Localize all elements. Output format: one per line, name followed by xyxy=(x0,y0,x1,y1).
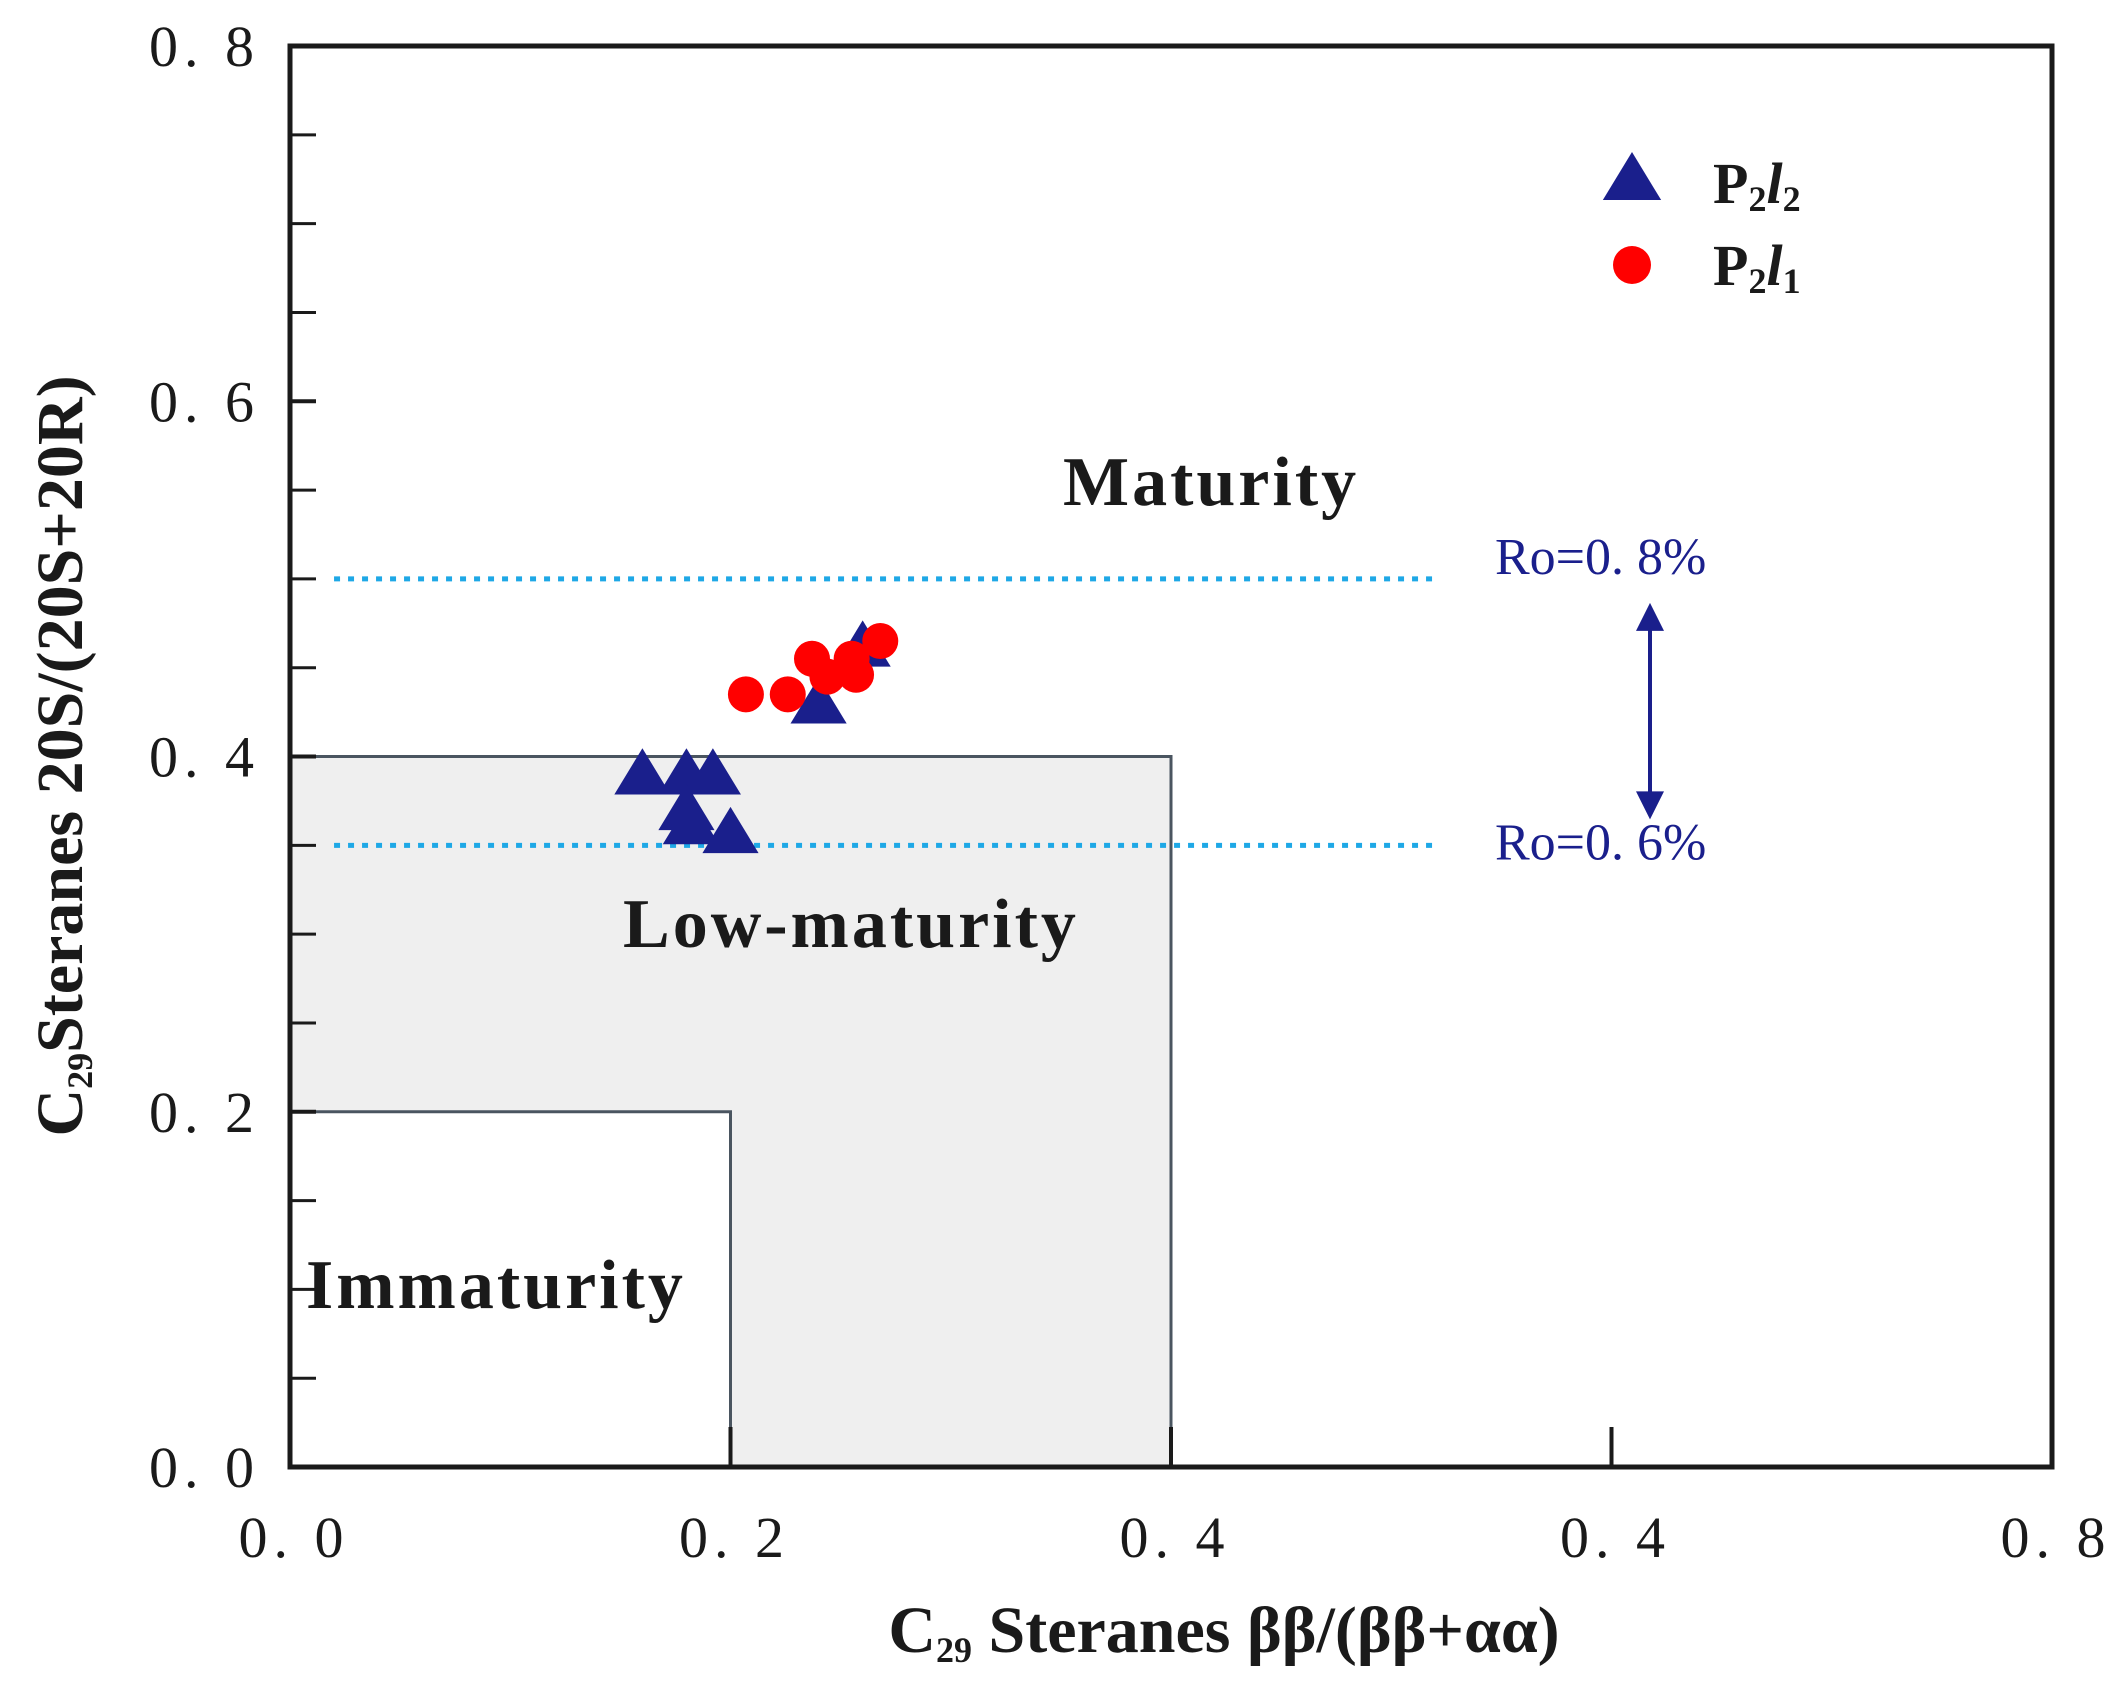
x-axis-title-main: C xyxy=(888,1594,936,1667)
legend-label-sub1: 2 xyxy=(1748,261,1766,301)
low-maturity-label: Low-maturity xyxy=(623,886,1079,963)
legend-label-main: P xyxy=(1713,151,1748,216)
legend-circle-marker xyxy=(1613,246,1651,284)
circle-point xyxy=(862,623,899,660)
legend-label-italic: l xyxy=(1766,233,1783,298)
triangle-point xyxy=(662,797,719,845)
circle-point xyxy=(838,656,875,693)
y-axis-title-rest: Steranes 20S/(20S+20R) xyxy=(24,375,97,1052)
x-tick-label: 0. 4 xyxy=(1560,1505,1671,1570)
ro-range-arrow xyxy=(1636,602,1664,820)
arrow-head-down xyxy=(1636,791,1664,820)
y-axis-title-sub: 29 xyxy=(60,1053,100,1089)
axis-ticks: 0. 0 0. 2 0. 4 0. 6 0. 8 0. 0 0. 2 0. 4 0. 4 0. 8 xyxy=(149,14,2112,1570)
triangle-point xyxy=(790,677,847,724)
legend-label: P2l2 xyxy=(1713,151,1801,219)
x-axis-title-rest: Steranes ββ/(ββ+αα) xyxy=(972,1594,1560,1667)
legend-label-sub2: 2 xyxy=(1783,179,1801,219)
x-tick-label: 0. 4 xyxy=(1120,1505,1231,1570)
circle-point xyxy=(727,676,764,713)
legend-label-sub1: 2 xyxy=(1748,179,1766,219)
data-points xyxy=(614,620,899,854)
x-tick-label: 0. 2 xyxy=(679,1505,790,1570)
x-axis-title-sub: 29 xyxy=(936,1630,972,1670)
x-axis-title: C29 Steranes ββ/(ββ+αα) xyxy=(888,1594,1559,1670)
immaturity-region xyxy=(288,1110,732,1469)
triangle-point xyxy=(684,748,741,795)
ro-label: Ro=0. 6% xyxy=(1495,814,1706,871)
arrow-head-up xyxy=(1636,602,1664,631)
legend-label-italic: l xyxy=(1766,151,1783,216)
legend-label: P2l1 xyxy=(1713,233,1801,301)
reference-lines: Ro=0. 8% Ro=0. 6% xyxy=(334,529,1706,871)
y-tick-label: 0. 2 xyxy=(149,1080,260,1145)
triangle-point xyxy=(614,748,671,795)
y-axis-title-main: C xyxy=(24,1089,97,1137)
ro-label: Ro=0. 8% xyxy=(1495,529,1706,586)
x-tick-label: 0. 8 xyxy=(2001,1505,2112,1570)
immaturity-label: Immaturity xyxy=(306,1247,686,1324)
triangle-point xyxy=(702,806,759,854)
y-tick-label: 0. 4 xyxy=(149,725,260,790)
y-tick-label: 0. 8 xyxy=(149,14,260,79)
legend-triangle-marker xyxy=(1602,152,1662,201)
y-axis-title: C29Steranes 20S/(20S+20R) xyxy=(24,375,100,1136)
x-tick-label: 0. 0 xyxy=(239,1505,350,1570)
circle-point xyxy=(769,676,806,713)
legend-label-sub2: 1 xyxy=(1783,261,1801,301)
y-tick-label: 0. 6 xyxy=(149,369,260,434)
y-tick-label: 0. 0 xyxy=(149,1435,260,1500)
maturity-label: Maturity xyxy=(1063,444,1359,521)
legend-label-main: P xyxy=(1713,233,1748,298)
